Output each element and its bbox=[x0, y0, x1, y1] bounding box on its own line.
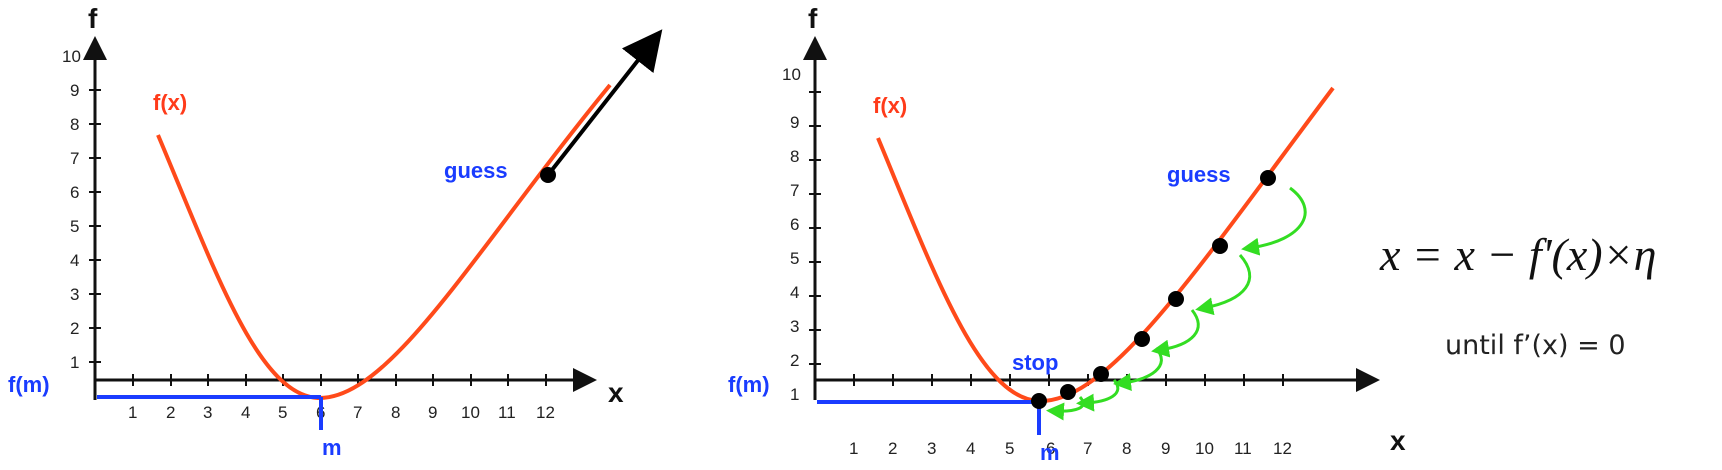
right-x-tick-label: 2 bbox=[888, 439, 897, 458]
right-y-tick-label: 2 bbox=[790, 351, 799, 370]
step-arrow bbox=[1195, 254, 1252, 316]
left-guess-point bbox=[540, 167, 556, 183]
left-x-tick-label: 10 bbox=[461, 403, 480, 422]
left-x-tick-label: 1 bbox=[128, 403, 137, 422]
right-guess-label: guess bbox=[1167, 162, 1231, 187]
left-y-tick-label: 3 bbox=[70, 285, 79, 304]
right-fx-label: f(x) bbox=[873, 93, 907, 118]
descent-points bbox=[1031, 170, 1276, 409]
left-x-tick-label: 9 bbox=[428, 403, 437, 422]
right-stop-label: stop bbox=[1012, 350, 1058, 375]
right-x-axis-label: x bbox=[1390, 425, 1406, 456]
right-y-ticks: 1 2 3 4 5 6 7 8 9 10 bbox=[782, 57, 821, 404]
left-y-ticks: 1 2 3 4 5 6 7 8 9 10 bbox=[62, 47, 101, 372]
left-y-tick-label: 7 bbox=[70, 149, 79, 168]
right-x-tick-label: 8 bbox=[1122, 439, 1131, 458]
right-x-ticks: 1 2 3 4 5 6 7 8 9 10 11 12 bbox=[849, 374, 1292, 458]
right-x-tick-label: 4 bbox=[966, 439, 975, 458]
left-y-tick-label: 8 bbox=[70, 115, 79, 134]
right-y-tick-label: 9 bbox=[790, 113, 799, 132]
right-x-tick-label: 5 bbox=[1005, 439, 1014, 458]
right-x-tick-label: 7 bbox=[1083, 439, 1092, 458]
descent-point bbox=[1093, 366, 1109, 382]
left-x-axis-label: x bbox=[608, 377, 624, 408]
step-arrow bbox=[1151, 309, 1200, 358]
step-arrow bbox=[1076, 379, 1120, 412]
update-rule-formula: x = x − f'(x)×η bbox=[1380, 229, 1657, 280]
left-y-tick-label: 4 bbox=[70, 251, 79, 270]
left-x-tick-label: 4 bbox=[241, 403, 250, 422]
right-y-tick-label: 7 bbox=[790, 181, 799, 200]
right-y-tick-label: 3 bbox=[790, 317, 799, 336]
step-arrows bbox=[1046, 186, 1307, 421]
descent-point bbox=[1212, 238, 1228, 254]
right-m-label: m bbox=[1040, 440, 1060, 465]
left-x-tick-label: 12 bbox=[536, 403, 555, 422]
descent-point bbox=[1134, 331, 1150, 347]
left-y-tick-label: 2 bbox=[70, 319, 79, 338]
right-y-axis-label: f bbox=[808, 3, 818, 34]
step-arrow bbox=[1113, 347, 1163, 391]
right-x-tick-label: 1 bbox=[849, 439, 858, 458]
descent-point bbox=[1060, 384, 1076, 400]
left-plot: f x 1 2 3 4 5 6 7 8 9 10 bbox=[8, 3, 663, 460]
left-x-tick-label: 5 bbox=[278, 403, 287, 422]
descent-point bbox=[1031, 393, 1047, 409]
right-x-tick-label: 6 bbox=[1046, 439, 1055, 458]
left-m-label: m bbox=[322, 435, 342, 460]
right-x-tick-label: 12 bbox=[1273, 439, 1292, 458]
left-y-tick-label: 5 bbox=[70, 217, 79, 236]
right-y-tick-label: 1 bbox=[790, 385, 799, 404]
left-fx-label: f(x) bbox=[153, 90, 187, 115]
left-x-tick-label: 11 bbox=[498, 403, 516, 422]
left-y-tick-label: 10 bbox=[62, 47, 81, 66]
right-plot: f x 1 2 3 4 5 6 7 8 9 10 bbox=[728, 3, 1406, 465]
left-y-tick-label: 6 bbox=[70, 183, 79, 202]
step-arrow bbox=[1046, 395, 1085, 421]
left-x-tick-label: 3 bbox=[203, 403, 212, 422]
right-y-tick-label: 8 bbox=[790, 147, 799, 166]
left-x-tick-label: 2 bbox=[166, 403, 175, 422]
right-y-tick-label: 4 bbox=[790, 283, 799, 302]
right-x-tick-label: 11 bbox=[1234, 439, 1252, 458]
descent-point bbox=[1168, 291, 1184, 307]
right-fm-label: f(m) bbox=[728, 372, 770, 397]
left-y-tick-label: 1 bbox=[70, 353, 79, 372]
left-gradient-arrow bbox=[546, 29, 663, 177]
right-y-tick-label: 5 bbox=[790, 249, 799, 268]
right-x-tick-label: 3 bbox=[927, 439, 936, 458]
step-arrow bbox=[1241, 186, 1307, 256]
left-y-axis-label: f bbox=[88, 3, 98, 34]
stop-condition-text: until f’(x) = 0 bbox=[1445, 330, 1626, 361]
left-x-tick-label: 8 bbox=[391, 403, 400, 422]
right-y-tick-label: 6 bbox=[790, 215, 799, 234]
left-x-tick-label: 7 bbox=[353, 403, 362, 422]
left-y-tick-label: 9 bbox=[70, 81, 79, 100]
left-fm-label: f(m) bbox=[8, 372, 50, 397]
right-y-tick-label: 10 bbox=[782, 65, 801, 84]
right-x-tick-label: 10 bbox=[1195, 439, 1214, 458]
descent-point bbox=[1260, 170, 1276, 186]
left-guess-label: guess bbox=[444, 158, 508, 183]
left-fx-curve bbox=[156, 83, 612, 401]
right-x-tick-label: 9 bbox=[1161, 439, 1170, 458]
